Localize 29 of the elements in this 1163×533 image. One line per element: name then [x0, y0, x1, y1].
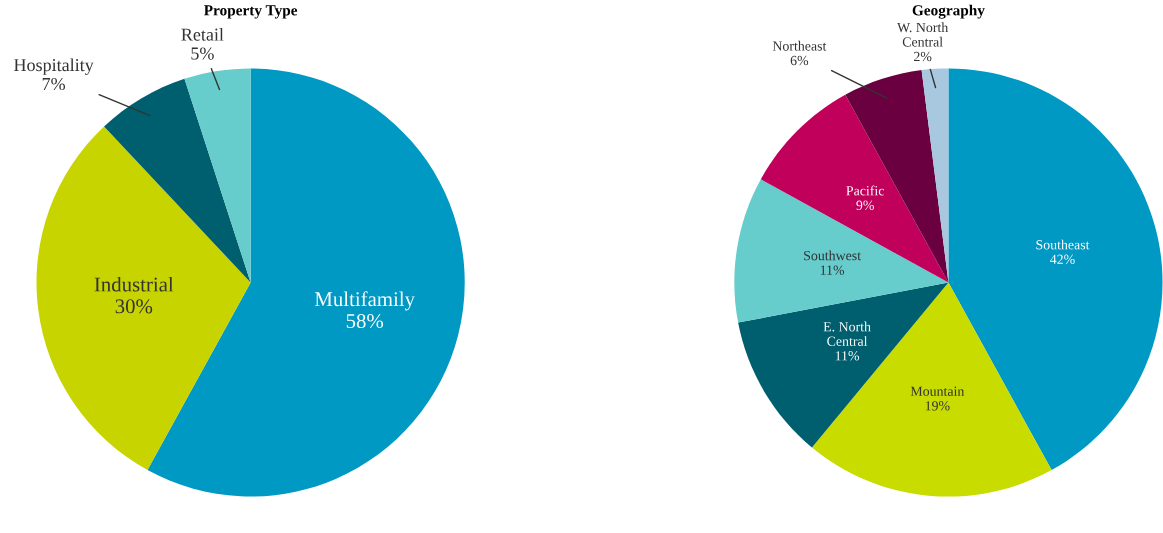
data-label: 19%	[925, 401, 950, 411]
data-label: 58%	[346, 313, 384, 329]
slice-label: Hospitality	[14, 58, 94, 75]
data-label: 11%	[820, 265, 845, 275]
pie-slice	[36, 126, 251, 471]
data-label: 42%	[1050, 254, 1075, 264]
data-label: 5%	[191, 47, 214, 60]
slice-label: Industrial	[94, 276, 174, 292]
data-label: 6%	[790, 55, 809, 66]
slice-label: W. North Central	[897, 22, 949, 47]
data-label: 2%	[914, 51, 932, 62]
pie-slice	[734, 179, 949, 323]
slice-label: Southwest	[804, 250, 861, 261]
pie-slice	[184, 68, 251, 283]
slice-label: Southeast	[1036, 239, 1090, 250]
slice-label: Mountain	[910, 386, 965, 396]
slice-label: E. North Central	[823, 321, 871, 346]
data-label: 7%	[42, 77, 66, 91]
chart-title: Property Type	[203, 5, 298, 19]
slice-label: Retail	[181, 28, 224, 41]
slice-label: Pacific	[846, 185, 885, 196]
pie-slice	[760, 94, 949, 283]
data-label: 11%	[835, 351, 860, 361]
slice-label: Multifamily	[314, 291, 415, 311]
data-label: 9%	[856, 200, 874, 210]
pie-slice	[811, 282, 1052, 497]
slice-label: Northeast	[772, 40, 827, 51]
data-label: 30%	[115, 299, 153, 314]
chart-title: Geography	[912, 4, 985, 19]
